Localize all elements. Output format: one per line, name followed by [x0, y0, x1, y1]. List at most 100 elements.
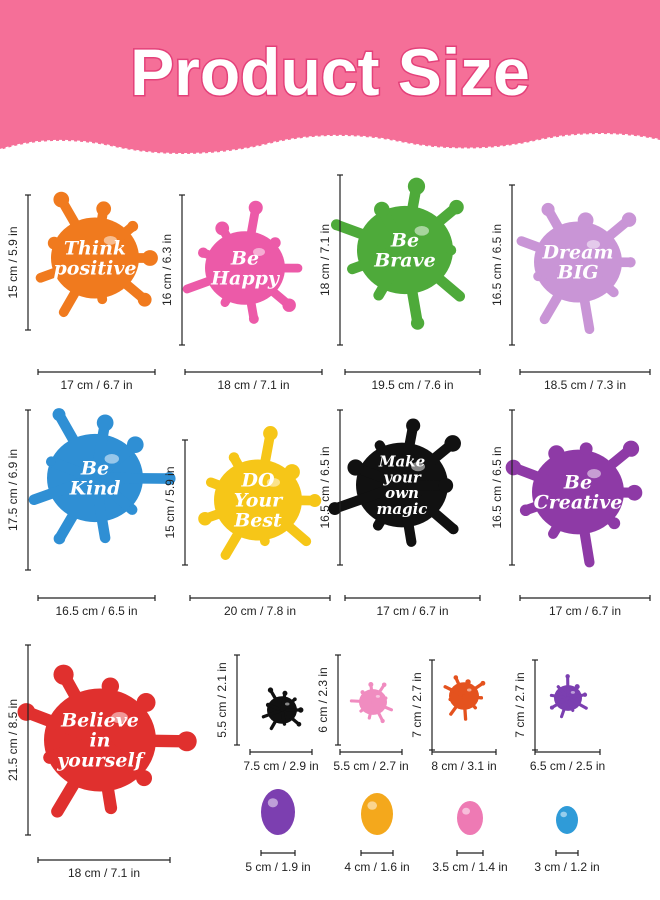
splat-arm [359, 700, 375, 713]
splat-text: Be [563, 472, 592, 494]
splat-shine [266, 478, 280, 487]
splat [516, 202, 637, 335]
splat-text: Make [378, 453, 425, 471]
splat-arm [462, 694, 484, 700]
splat-text: magic [377, 500, 428, 518]
splat-drop [539, 314, 550, 324]
splat-drop [282, 690, 288, 696]
splat-text: Kind [69, 478, 121, 500]
width-label: 3.5 cm / 1.4 in [432, 860, 507, 874]
splat-arm [371, 700, 385, 723]
splat-drop [584, 706, 588, 710]
splat [505, 440, 643, 568]
splat-arm [367, 700, 375, 720]
height-label: 5.5 cm / 2.1 in [215, 662, 229, 737]
width-label: 18 cm / 7.1 in [217, 378, 289, 392]
height-label: 16.5 cm / 6.5 in [490, 224, 504, 306]
splat-drop [349, 699, 353, 703]
splat-text: Brave [373, 250, 436, 272]
splat-drop [368, 681, 374, 687]
splat-drop [183, 285, 191, 293]
splat-drop [585, 325, 594, 334]
splat-arm [396, 420, 419, 491]
splat-drop [176, 731, 197, 752]
splat-drop [261, 537, 269, 545]
splat-drop [574, 684, 580, 690]
splat-arm [93, 680, 117, 747]
splat-drop [207, 478, 215, 486]
splat-drop [390, 708, 393, 711]
width-label: 4 cm / 1.6 in [344, 860, 409, 874]
splat-drop [127, 220, 139, 232]
splat-drop [308, 494, 322, 508]
splat-drop [142, 250, 158, 266]
splat-text: Dream [542, 242, 614, 264]
splat-drop [453, 675, 459, 680]
splat [328, 418, 461, 547]
splat-arm [349, 699, 375, 704]
splat-drop [549, 705, 554, 710]
splat-shine [411, 462, 425, 472]
splat-arm [556, 685, 570, 700]
height-label: 16.5 cm / 6.5 in [490, 446, 504, 528]
splat-drop [367, 716, 371, 720]
width-label: 18 cm / 7.1 in [68, 866, 140, 880]
splat-drop [46, 457, 56, 467]
splat [17, 664, 197, 818]
splat-text: own [385, 484, 419, 502]
splat-arm [205, 477, 263, 505]
splat-shine [586, 240, 601, 249]
splat-drop [228, 452, 240, 463]
splat-text: Happy [210, 268, 281, 290]
splat-shine [467, 688, 472, 692]
splat-shine [104, 454, 120, 464]
splat-arm [548, 486, 584, 539]
splat-drop [60, 308, 68, 316]
splat-drop [53, 191, 70, 208]
splat-arm [539, 257, 583, 325]
splat-arm [198, 248, 250, 273]
splat-drop [127, 505, 137, 514]
splat-drop [626, 484, 643, 501]
splat-arm [371, 700, 393, 712]
width-label: 6.5 cm / 2.5 in [530, 759, 605, 773]
width-label: 3 cm / 1.2 in [534, 860, 599, 874]
splat-arm [200, 495, 263, 524]
width-label: 18.5 cm / 7.3 in [544, 378, 626, 392]
splat-drop [380, 718, 385, 724]
splat-drop [282, 722, 287, 726]
splat-arm [280, 691, 287, 712]
splat-arm [454, 675, 466, 698]
splat-shine [285, 702, 290, 706]
header-band [0, 0, 660, 154]
splat-drop [374, 201, 390, 218]
splat-arm [220, 495, 263, 560]
splat-drop [622, 440, 640, 457]
splat-drop [449, 199, 464, 215]
splat-drop [444, 435, 461, 452]
splat-text: Be [80, 458, 109, 480]
splat-drop [407, 177, 426, 195]
splat-drop [519, 504, 532, 517]
splat-drop [464, 717, 468, 721]
splat-drop [294, 264, 302, 272]
splat-drop [550, 694, 553, 697]
splat-drop [448, 698, 452, 701]
dot [261, 789, 295, 835]
width-label: 5 cm / 1.9 in [245, 860, 310, 874]
splat-arm [93, 733, 118, 815]
splat-drop [43, 751, 56, 764]
splat-arm [20, 705, 107, 747]
splat-drop [282, 298, 296, 312]
splat-drop [449, 712, 453, 716]
splat-drop [549, 529, 558, 538]
splat [261, 687, 304, 731]
splat-drop [474, 706, 477, 710]
splat-arm [182, 263, 250, 294]
splat-drop [373, 521, 383, 530]
splat-drop [221, 299, 229, 307]
splat-drop [126, 436, 144, 454]
splat-drop [248, 200, 263, 215]
splat-drop [29, 495, 38, 504]
splat-text: in [89, 730, 110, 752]
